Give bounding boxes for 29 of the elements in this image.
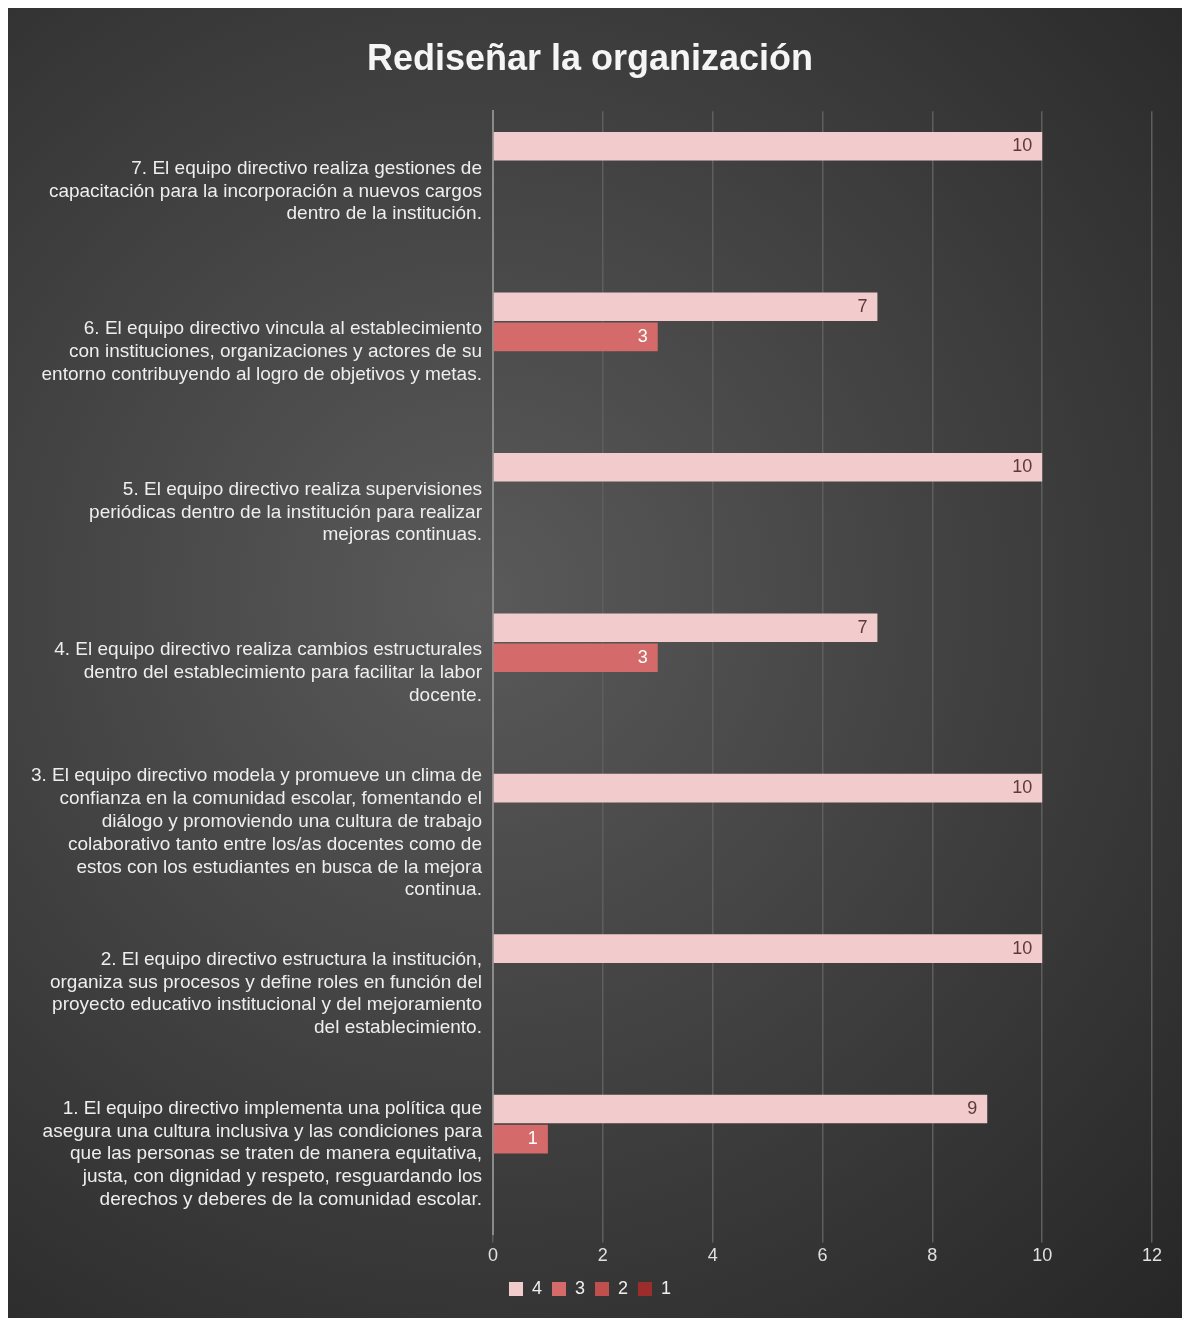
x-tick-label: 0 bbox=[487, 1245, 498, 1266]
y-tick-label: 5. El equipo directivo realiza supervisiones periódicas dentro de la institución para realizar mejoras continuas. bbox=[89, 477, 483, 545]
y-tick-label: 4. El equipo directivo realiza cambios estructurales dentro del establecimiento para facilitar la labor docente. bbox=[54, 638, 483, 705]
x-tick-label: 2 bbox=[597, 1245, 608, 1266]
x-tick-label: 4 bbox=[707, 1245, 718, 1266]
x-tick-label: 8 bbox=[927, 1245, 938, 1266]
y-tick-label: 7. El equipo directivo realiza gestiones de capacitación para la incorporación a nuevos cargos dentro de la institución. bbox=[48, 156, 482, 224]
x-tick-label: 12 bbox=[1141, 1245, 1163, 1266]
data-label: 10 bbox=[1012, 135, 1033, 156]
data-label: 7 bbox=[857, 295, 868, 316]
y-tick-label: 1. El equipo directivo implementa una política que asegura una cultura inclusiva y las condiciones para que las personas se traten de manera equitativa, justa, con dignidad y respeto, resguardando los derechos y deberes de la comunidad escolar. bbox=[42, 1096, 483, 1210]
data-label: 10 bbox=[1012, 456, 1033, 477]
legend-label: 1 bbox=[661, 1277, 672, 1298]
legend-label: 4 bbox=[531, 1277, 542, 1298]
data-label: 10 bbox=[1012, 777, 1033, 798]
data-label: 10 bbox=[1012, 937, 1033, 958]
y-tick-label: 6. El equipo directivo vincula al establecimiento con instituciones, organizaciones y actores de su entorno contribuyendo al logro de objetivos y metas. bbox=[41, 317, 482, 384]
x-tick-label: 10 bbox=[1032, 1245, 1053, 1266]
data-label: 3 bbox=[637, 646, 648, 667]
y-tick-label: 3. El equipo directivo modela y promueve un clima de confianza en la comunidad escolar, fomentando el diálogo y promoviendo una cultura de trabajo colaborativo tanto entre los/as docentes como de estos con los estudiantes en busca de la mejora continua. bbox=[30, 764, 483, 900]
y-tick-label: 2. El equipo directivo estructura la institución, organiza sus procesos y define roles en función del proyecto educativo institucional y del mejoramiento del establecimiento. bbox=[49, 947, 482, 1038]
legend-label: 3 bbox=[574, 1277, 585, 1298]
chart-title: Rediseñar la organización bbox=[366, 36, 814, 78]
data-label: 3 bbox=[637, 325, 648, 346]
data-label: 1 bbox=[527, 1128, 538, 1149]
data-label: 7 bbox=[857, 616, 868, 637]
x-tick-label: 6 bbox=[817, 1245, 828, 1266]
legend-label: 2 bbox=[618, 1277, 629, 1298]
data-label: 9 bbox=[967, 1098, 978, 1119]
